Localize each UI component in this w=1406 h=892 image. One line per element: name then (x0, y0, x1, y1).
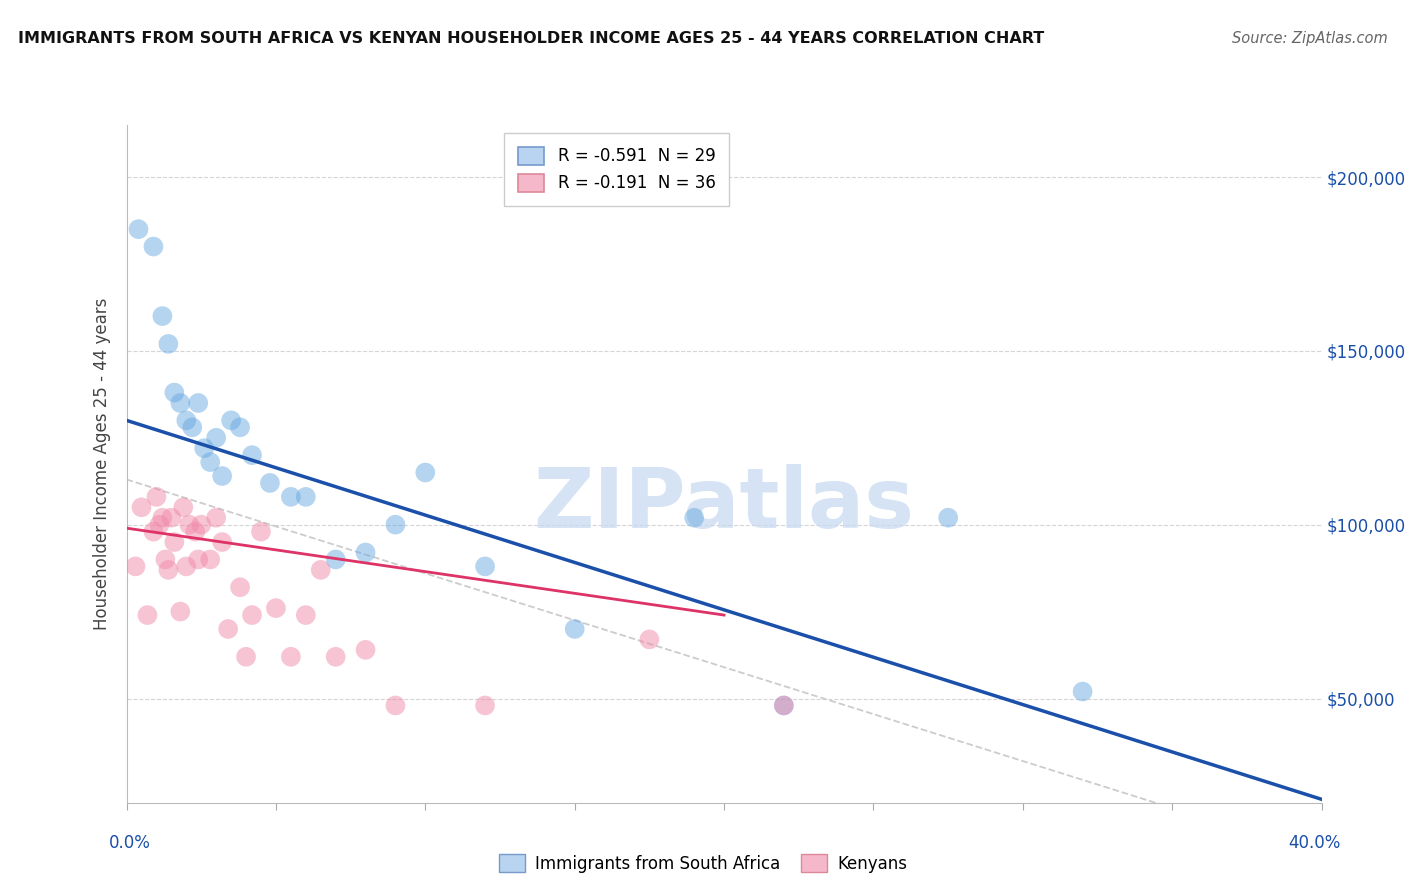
Point (219, 413, 242, 427)
Point (229, 420, 252, 434)
Text: 0.0%: 0.0% (108, 834, 150, 852)
Point (187, 396, 209, 410)
Point (294, 490, 316, 504)
Text: 40.0%: 40.0% (1288, 834, 1341, 852)
Point (211, 469, 233, 483)
Point (163, 535, 186, 549)
Point (181, 420, 204, 434)
Point (187, 552, 209, 566)
Legend: R = -0.591  N = 29, R = -0.191  N = 36: R = -0.591 N = 29, R = -0.191 N = 36 (505, 133, 728, 205)
Point (250, 524, 273, 539)
Point (211, 535, 233, 549)
Legend: Immigrants from South Africa, Kenyans: Immigrants from South Africa, Kenyans (492, 847, 914, 880)
Point (280, 490, 302, 504)
Point (184, 524, 207, 539)
Point (152, 510, 174, 524)
Point (169, 396, 191, 410)
Point (217, 622, 239, 636)
Point (172, 500, 194, 515)
Point (131, 500, 153, 515)
Point (773, 698, 796, 713)
Point (638, 632, 661, 647)
Text: Source: ZipAtlas.com: Source: ZipAtlas.com (1232, 31, 1388, 46)
Point (354, 643, 377, 657)
Point (280, 649, 302, 664)
Point (384, 698, 406, 713)
Point (200, 552, 222, 566)
Point (309, 563, 332, 577)
Y-axis label: Householder Income Ages 25 - 44 years: Householder Income Ages 25 - 44 years (93, 298, 111, 630)
Point (240, 608, 263, 623)
Point (384, 517, 406, 532)
Point (474, 698, 496, 713)
Point (157, 337, 180, 351)
Point (294, 608, 316, 623)
Point (415, 466, 437, 480)
Point (190, 517, 212, 532)
Point (200, 455, 222, 469)
Point (174, 559, 197, 574)
Point (193, 441, 215, 455)
Point (136, 608, 159, 623)
Point (169, 605, 191, 619)
Point (160, 510, 183, 524)
Point (155, 552, 177, 566)
Point (152, 309, 174, 323)
Point (259, 475, 281, 490)
Text: IMMIGRANTS FROM SOUTH AFRICA VS KENYAN HOUSEHOLDER INCOME AGES 25 - 44 YEARS COR: IMMIGRANTS FROM SOUTH AFRICA VS KENYAN H… (18, 31, 1045, 46)
Point (179, 517, 201, 532)
Point (174, 413, 197, 427)
Point (325, 552, 347, 566)
Point (325, 649, 347, 664)
Point (145, 490, 167, 504)
Point (157, 563, 180, 577)
Point (564, 622, 586, 636)
Point (264, 601, 287, 615)
Point (127, 222, 149, 236)
Point (474, 559, 496, 574)
Point (936, 510, 959, 524)
Point (354, 545, 377, 559)
Point (235, 649, 257, 664)
Point (205, 431, 228, 445)
Point (229, 580, 252, 594)
Point (142, 524, 165, 539)
Point (124, 559, 146, 574)
Point (773, 698, 796, 713)
Point (142, 239, 165, 253)
Point (683, 510, 706, 524)
Point (1071, 684, 1094, 698)
Text: ZIPatlas: ZIPatlas (534, 464, 914, 545)
Point (148, 517, 170, 532)
Point (205, 510, 228, 524)
Point (163, 385, 186, 400)
Point (240, 448, 263, 462)
